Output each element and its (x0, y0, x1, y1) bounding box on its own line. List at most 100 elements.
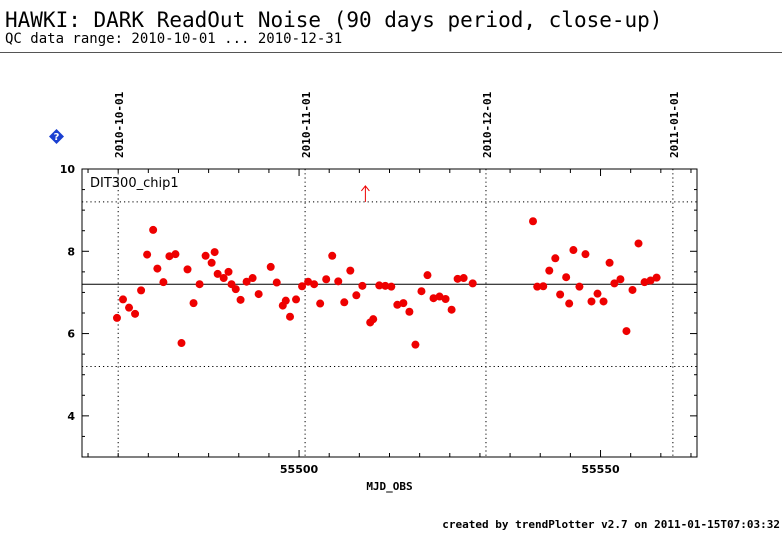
data-point (159, 278, 168, 287)
data-point (375, 281, 384, 290)
data-point (459, 274, 468, 283)
data-point (569, 246, 578, 255)
data-point (352, 291, 361, 300)
data-point (545, 266, 554, 275)
data-point (224, 267, 233, 276)
header-divider (0, 52, 782, 53)
x-tick-label: 55500 (280, 463, 319, 476)
data-point (610, 279, 619, 288)
data-point (581, 250, 590, 259)
data-point (149, 225, 158, 234)
svg-text:?: ? (54, 132, 60, 143)
data-point (125, 303, 134, 312)
data-point (213, 269, 222, 278)
data-point (346, 266, 355, 275)
data-point (131, 309, 140, 318)
data-point (593, 289, 602, 298)
data-point (605, 258, 614, 267)
data-point (231, 285, 240, 294)
data-point (189, 299, 198, 308)
data-point (254, 290, 263, 299)
data-point (640, 278, 649, 287)
data-point (137, 286, 146, 295)
data-point (201, 251, 210, 260)
x-tick-label: 55550 (581, 463, 620, 476)
data-point (153, 264, 162, 273)
data-point (281, 296, 290, 305)
data-point (556, 290, 565, 299)
data-point (429, 294, 438, 303)
data-point (599, 297, 608, 306)
date-marker-label: 2010-12-01 (481, 91, 494, 158)
data-point (411, 340, 420, 349)
page-title: HAWKI: DARK ReadOut Noise (90 days perio… (5, 8, 663, 32)
data-point (242, 277, 251, 286)
data-point (551, 254, 560, 263)
data-point (195, 280, 204, 289)
data-point (334, 277, 343, 286)
data-point (143, 250, 152, 259)
date-marker-label: 2010-11-01 (300, 91, 313, 158)
data-point (119, 295, 127, 304)
data-point (358, 281, 367, 290)
data-point (207, 258, 216, 267)
data-point (272, 278, 281, 287)
y-tick-label: 4 (67, 410, 75, 423)
y-tick-label: 6 (67, 328, 75, 341)
data-point (393, 300, 402, 309)
data-point (112, 313, 121, 322)
data-point (248, 274, 257, 283)
data-point (399, 299, 408, 308)
data-point (634, 239, 643, 248)
data-point (529, 217, 537, 226)
data-point (646, 276, 655, 285)
data-point (628, 285, 637, 294)
data-point (387, 282, 396, 291)
data-point (562, 273, 571, 282)
y-tick-label: 8 (67, 245, 75, 258)
data-point (468, 279, 477, 288)
data-point (652, 273, 661, 282)
qc-date-range: QC data range: 2010-10-01 ... 2010-12-31 (5, 31, 343, 47)
data-point (565, 299, 574, 308)
data-point (441, 295, 450, 304)
data-point (381, 281, 390, 290)
data-point (266, 262, 275, 271)
data-point (286, 312, 295, 321)
x-axis-label: MJD_OBS (366, 480, 412, 493)
date-marker-label: 2011-01-01 (668, 91, 681, 158)
data-point (316, 299, 325, 308)
data-point (322, 275, 331, 284)
data-point (435, 292, 444, 301)
data-point (340, 298, 349, 307)
data-point (304, 277, 313, 286)
data-point (453, 274, 462, 283)
data-point (177, 339, 186, 348)
data-point (292, 295, 301, 304)
panel-label: DIT300_chip1 (90, 176, 179, 191)
data-point (587, 297, 596, 306)
data-point (616, 275, 625, 284)
data-point (219, 274, 228, 283)
data-point (533, 282, 542, 291)
data-point (210, 248, 219, 257)
data-point (236, 295, 245, 304)
plot-frame (81, 168, 698, 458)
data-point (417, 287, 426, 296)
data-point (310, 280, 319, 289)
data-point (165, 252, 174, 261)
data-point (423, 271, 432, 280)
data-point (328, 251, 337, 260)
data-point (405, 307, 414, 316)
data-point (539, 282, 548, 291)
data-point (298, 282, 307, 291)
footer-credit: created by trendPlotter v2.7 on 2011-01-… (442, 518, 780, 531)
help-icon[interactable]: ? (49, 129, 64, 144)
data-point (622, 327, 631, 336)
date-marker-label: 2010-10-01 (113, 91, 126, 158)
data-point (369, 315, 378, 324)
data-point (171, 250, 180, 259)
data-point (183, 265, 192, 274)
y-tick-label: 10 (60, 163, 76, 176)
